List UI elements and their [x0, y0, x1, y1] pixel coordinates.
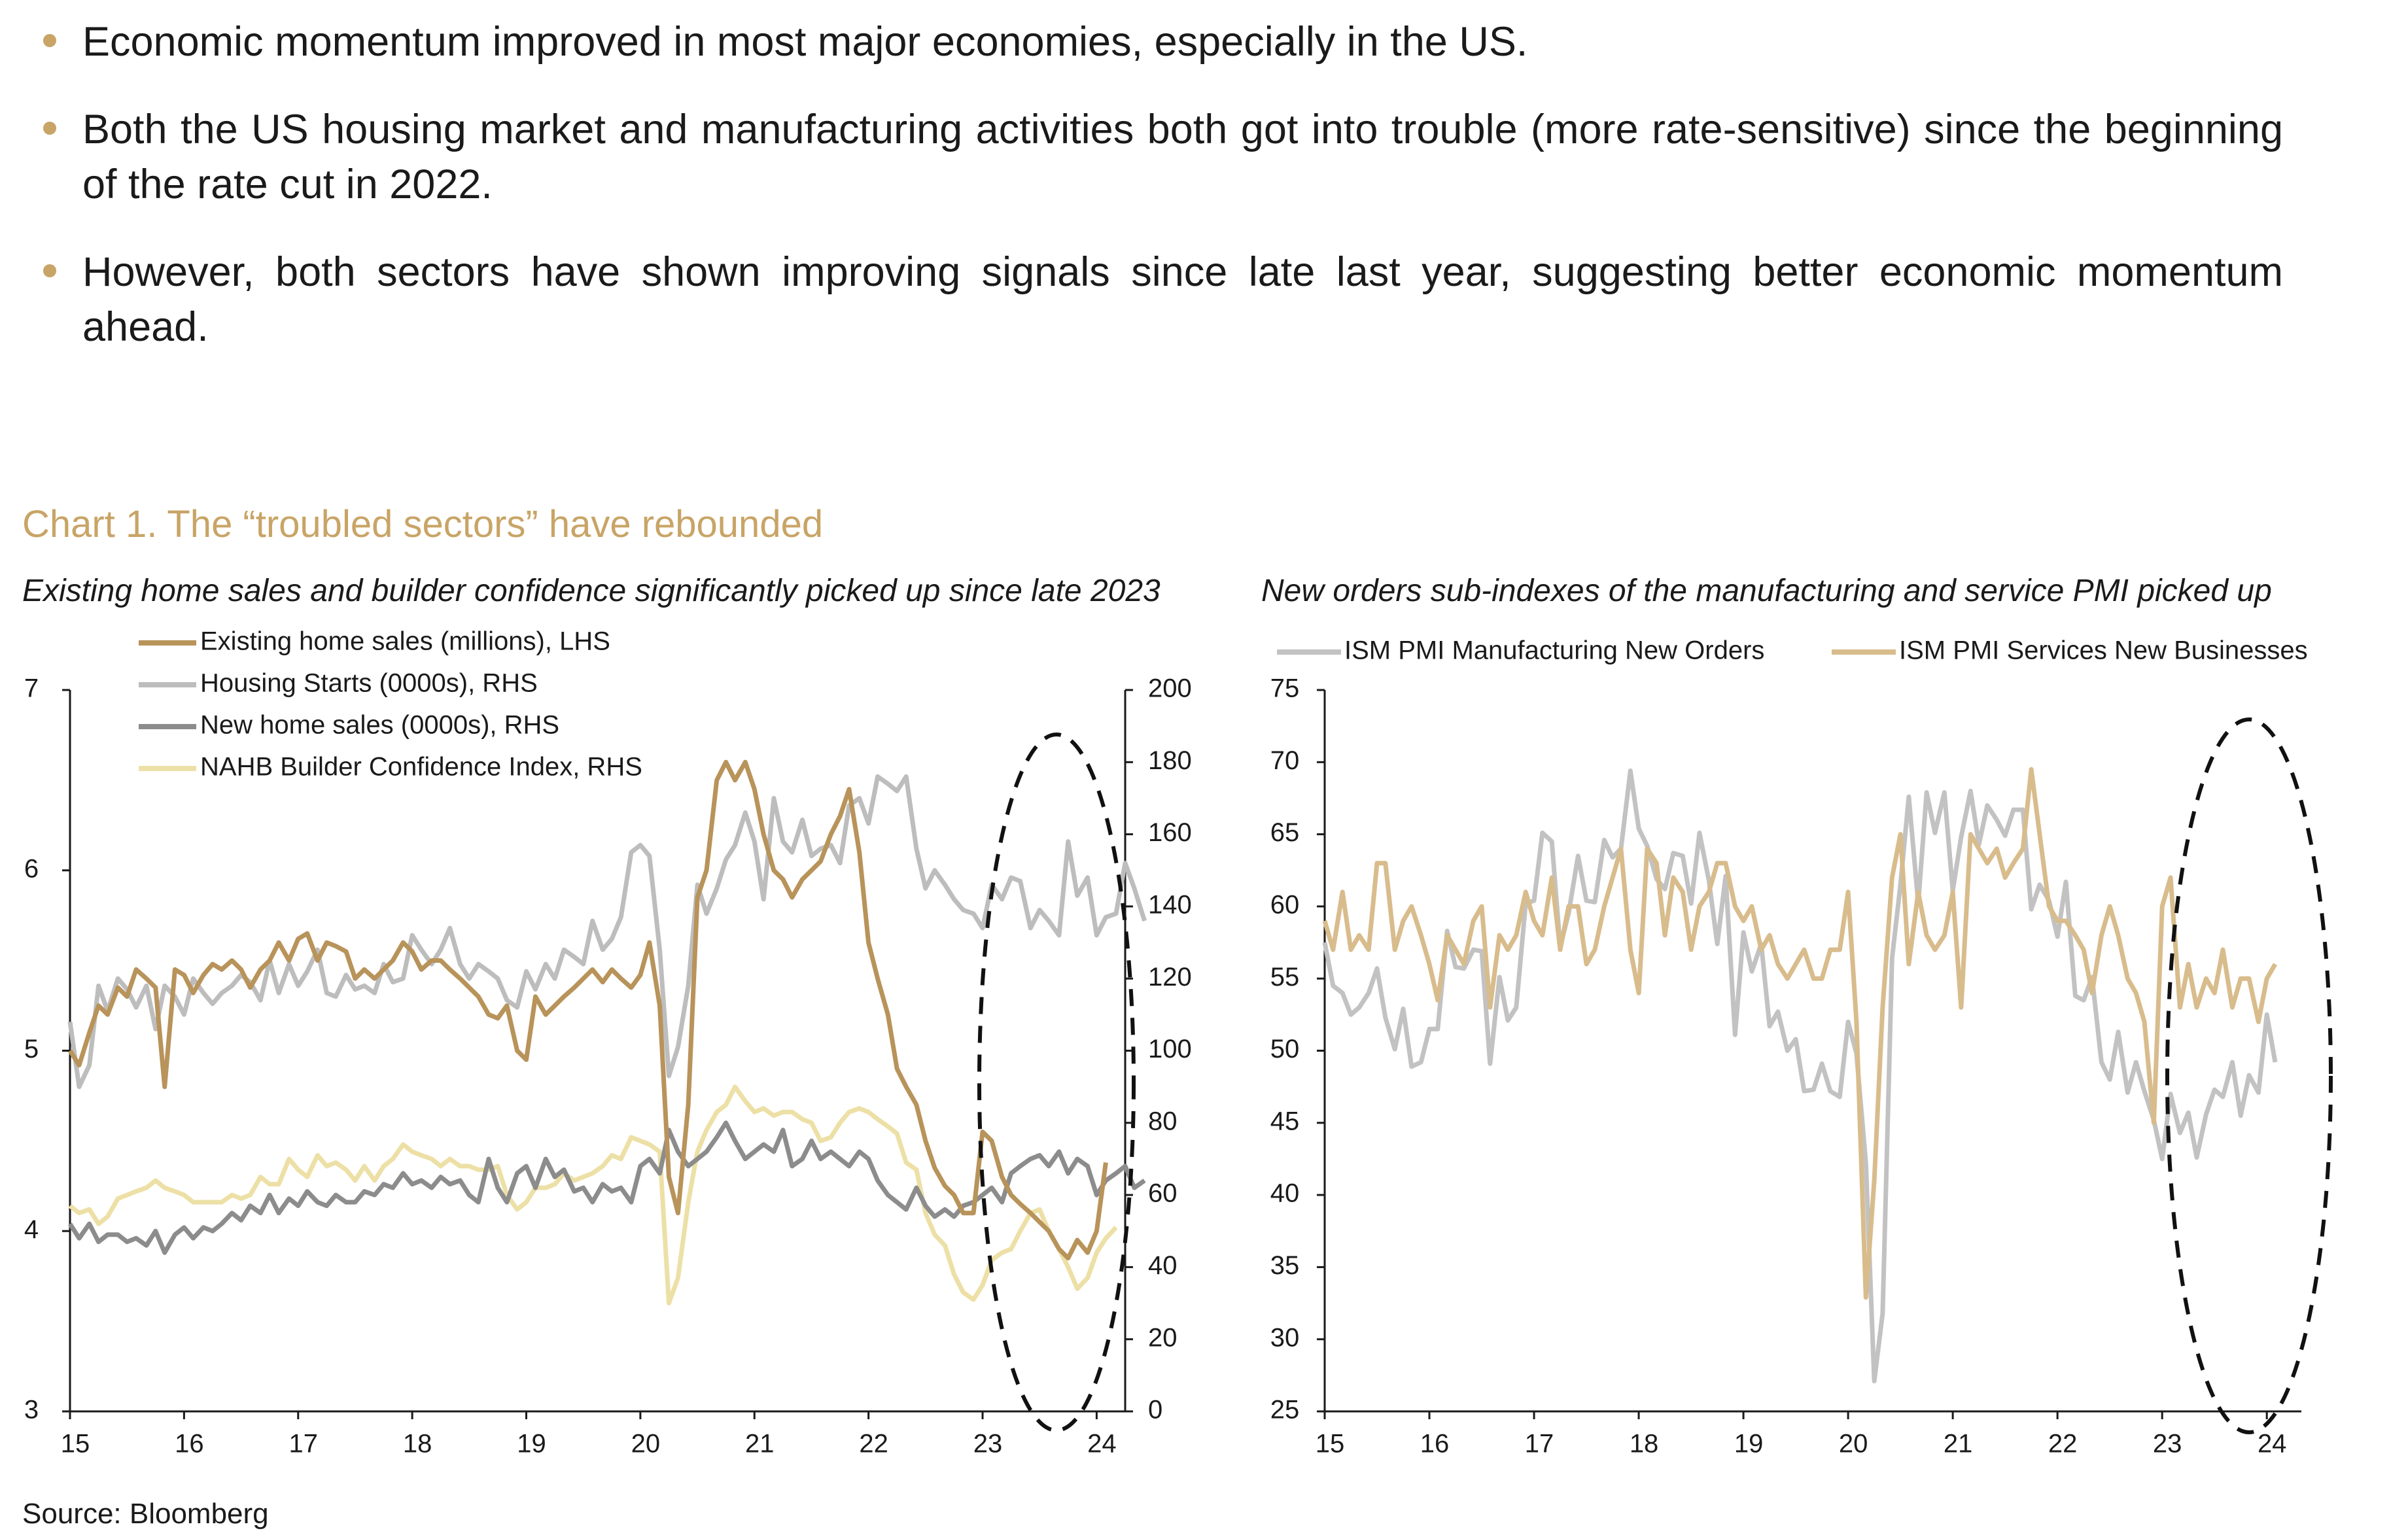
legend-label: Housing Starts (0000s), RHS — [200, 669, 538, 698]
bullet-dot-icon — [43, 264, 56, 277]
y2-tick-label: 200 — [1148, 674, 1192, 703]
bullet-text: However, both sectors have shown improvi… — [82, 249, 2283, 350]
x-tick-label: 19 — [517, 1430, 546, 1458]
bullet-dot-icon — [43, 34, 56, 47]
y2-tick-label: 80 — [1148, 1107, 1178, 1135]
y-tick-label: 5 — [24, 1035, 39, 1063]
series-line-2 — [68, 1120, 1146, 1255]
series-line-0 — [1322, 768, 2278, 1384]
y-tick-label: 45 — [1270, 1107, 1300, 1135]
x-tick-label: 16 — [175, 1430, 204, 1458]
y-tick-label: 3 — [24, 1396, 39, 1424]
series-line-1 — [67, 774, 1147, 1090]
bullet-text: Both the US housing market and manufactu… — [82, 107, 2283, 207]
y-tick-label: 75 — [1270, 674, 1300, 703]
x-tick-label: 21 — [1944, 1430, 1973, 1458]
y-tick-label: 6 — [24, 854, 39, 883]
y2-tick-label: 60 — [1148, 1179, 1178, 1208]
source-note: Source: Bloomberg — [22, 1498, 269, 1530]
bullet-list: Economic momentum improved in most major… — [39, 14, 2283, 387]
bullet-item: Both the US housing market and manufactu… — [39, 102, 2283, 212]
legend-label: New home sales (0000s), RHS — [200, 711, 559, 740]
x-tick-label: 15 — [1316, 1430, 1345, 1458]
legend-label: NAHB Builder Confidence Index, RHS — [200, 753, 642, 782]
y2-tick-label: 20 — [1148, 1323, 1178, 1352]
y-tick-label: 55 — [1270, 963, 1300, 992]
right-chart-subtitle: New orders sub-indexes of the manufactur… — [1261, 574, 2272, 608]
legend-label: Existing home sales (millions), LHS — [200, 627, 610, 656]
x-tick-label: 17 — [289, 1430, 319, 1458]
x-tick-label: 18 — [1630, 1430, 1659, 1458]
y2-tick-label: 100 — [1148, 1035, 1192, 1063]
x-tick-label: 24 — [1087, 1430, 1117, 1458]
y2-tick-label: 40 — [1148, 1251, 1178, 1280]
legend-label: ISM PMI Manufacturing New Orders — [1344, 636, 1764, 665]
y-tick-label: 7 — [24, 674, 39, 703]
bullet-dot-icon — [43, 122, 56, 135]
series-line-1 — [1322, 767, 2278, 1300]
x-tick-label: 23 — [2153, 1430, 2182, 1458]
x-tick-label: 23 — [973, 1430, 1003, 1458]
x-tick-label: 20 — [1839, 1430, 1868, 1458]
chart-title: Chart 1. The “troubled sectors” have reb… — [22, 503, 824, 545]
series-line-3 — [68, 1084, 1118, 1305]
y2-tick-label: 0 — [1148, 1396, 1162, 1424]
bullet-item: However, both sectors have shown improvi… — [39, 245, 2283, 354]
y-tick-label: 30 — [1270, 1323, 1300, 1352]
x-tick-label: 22 — [2048, 1430, 2078, 1458]
x-tick-label: 21 — [745, 1430, 775, 1458]
x-tick-label: 24 — [2258, 1430, 2287, 1458]
x-tick-label: 17 — [1525, 1430, 1554, 1458]
y-tick-label: 40 — [1270, 1179, 1300, 1208]
highlight-ellipse — [977, 733, 1136, 1432]
highlight-ellipse — [2165, 717, 2333, 1434]
x-tick-label: 19 — [1734, 1430, 1764, 1458]
y2-tick-label: 120 — [1148, 963, 1192, 992]
legend-label: ISM PMI Services New Businesses — [1899, 636, 2308, 665]
y-tick-label: 4 — [24, 1215, 39, 1244]
y2-tick-label: 140 — [1148, 890, 1192, 919]
x-tick-label: 15 — [61, 1430, 90, 1458]
bullet-item: Economic momentum improved in most major… — [39, 14, 2283, 69]
x-tick-label: 20 — [631, 1430, 661, 1458]
y-tick-label: 70 — [1270, 746, 1300, 775]
series-line-0 — [68, 759, 1108, 1261]
x-tick-label: 16 — [1420, 1430, 1450, 1458]
bullet-text: Economic momentum improved in most major… — [82, 19, 1528, 65]
x-tick-label: 22 — [859, 1430, 888, 1458]
y-tick-label: 25 — [1270, 1396, 1300, 1424]
left-chart-subtitle: Existing home sales and builder confiden… — [22, 574, 1160, 608]
y2-tick-label: 180 — [1148, 746, 1192, 775]
y-tick-label: 50 — [1270, 1035, 1300, 1063]
y-tick-label: 65 — [1270, 818, 1300, 847]
y-tick-label: 35 — [1270, 1251, 1300, 1280]
y-tick-label: 60 — [1270, 890, 1300, 919]
x-tick-label: 18 — [403, 1430, 432, 1458]
y2-tick-label: 160 — [1148, 818, 1192, 847]
